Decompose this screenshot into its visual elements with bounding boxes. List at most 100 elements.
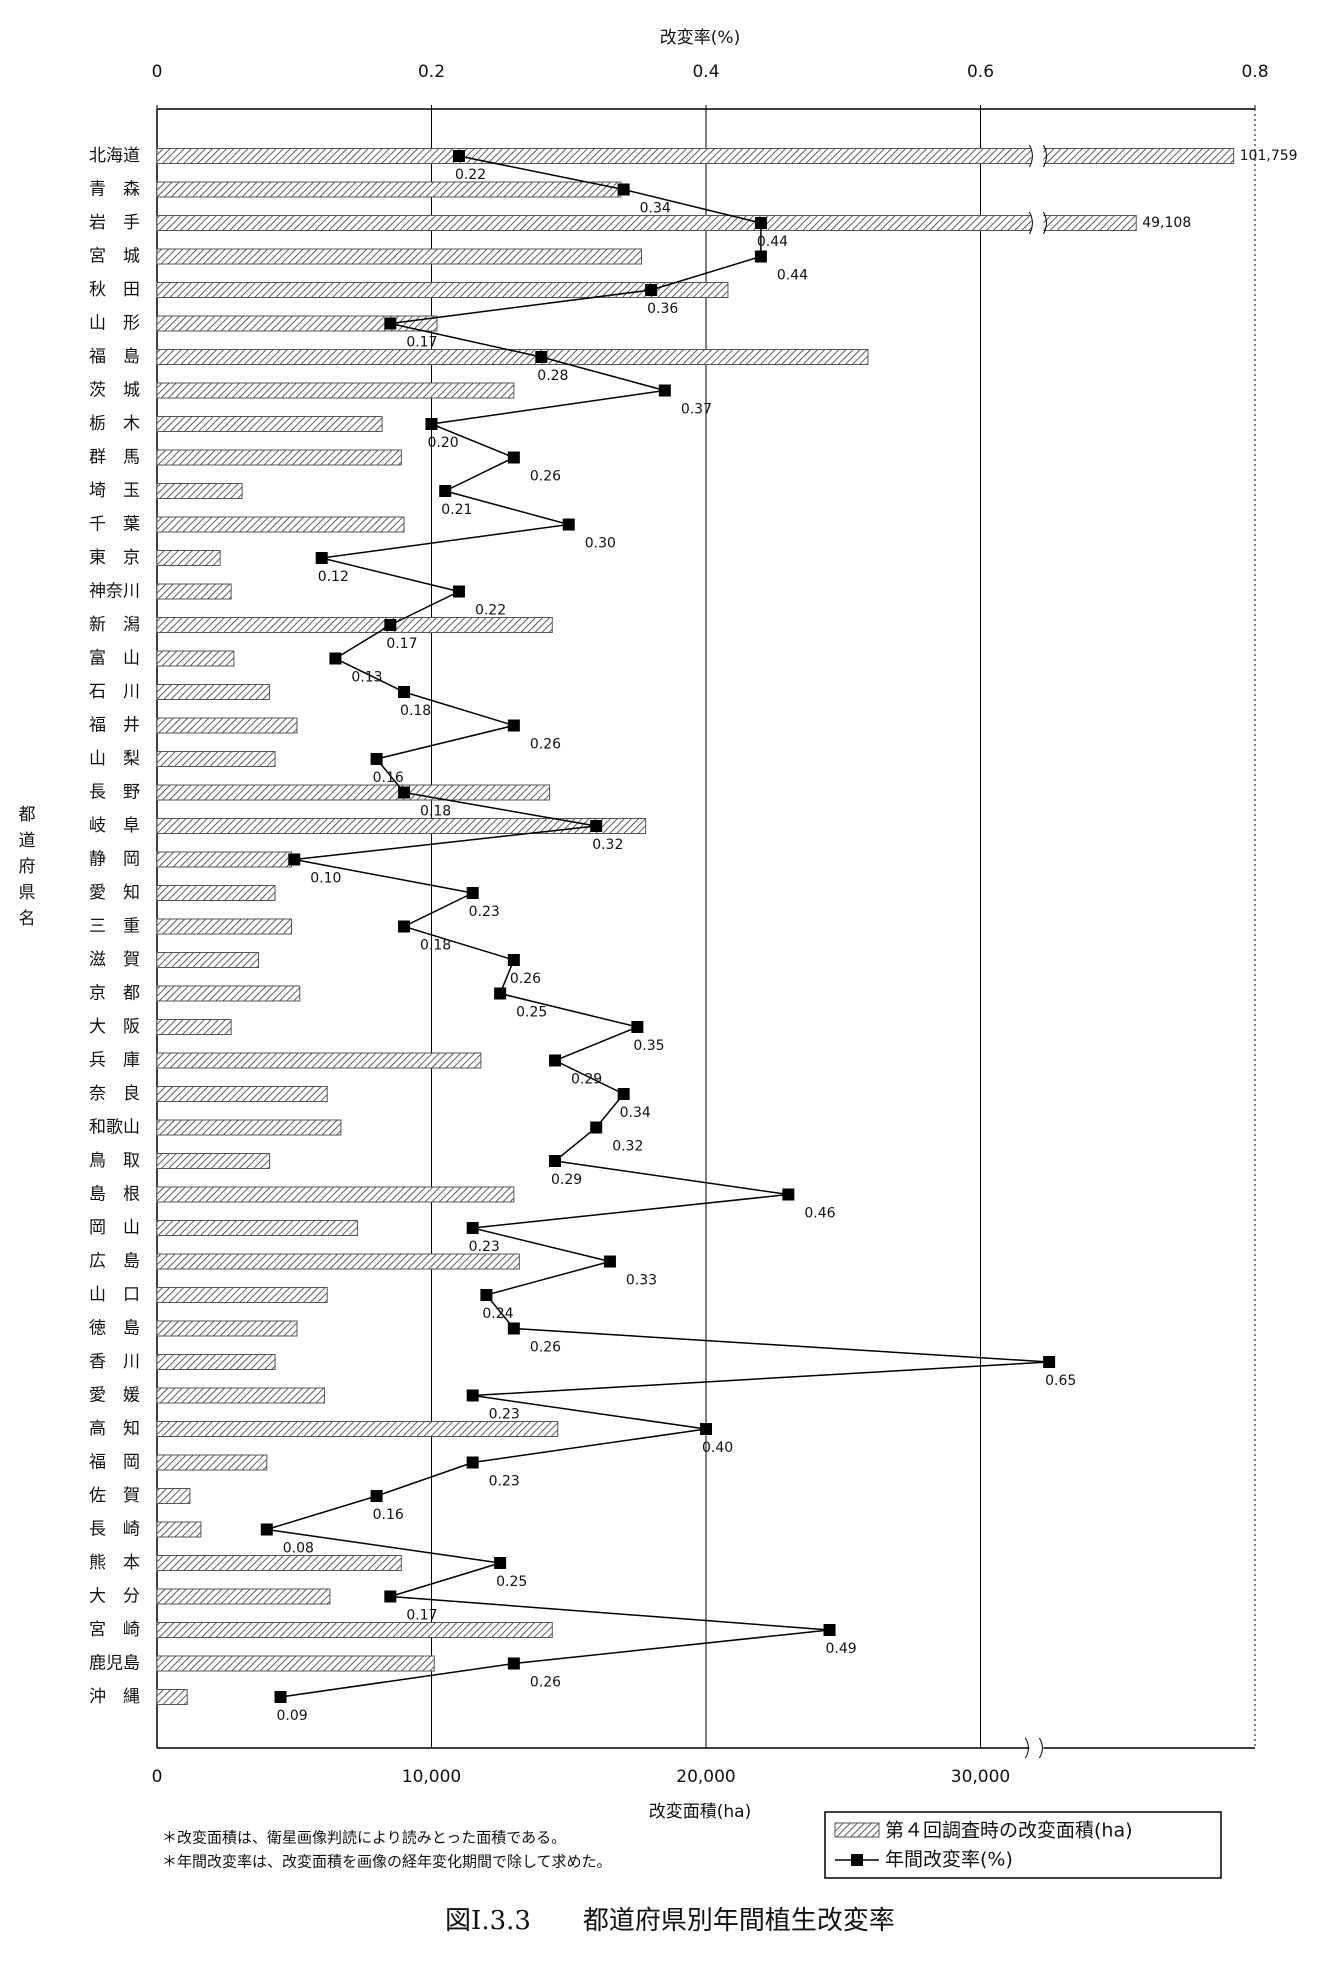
- y-tick-label: 東 京: [89, 548, 140, 568]
- marker: [823, 1624, 836, 1636]
- marker: [700, 1423, 712, 1435]
- marker: [425, 418, 438, 430]
- marker: [452, 150, 465, 162]
- marker: [507, 719, 520, 732]
- data-label: 0.17: [406, 1608, 437, 1624]
- y-axis-title: 名: [19, 909, 36, 929]
- marker: [617, 183, 630, 196]
- data-label: 0.23: [489, 1474, 520, 1490]
- axis-break-gap: [1031, 145, 1044, 167]
- bar: [156, 248, 642, 265]
- data-label: 0.26: [530, 1675, 561, 1691]
- marker: [562, 518, 575, 531]
- marker: [549, 1054, 562, 1067]
- marker: [439, 485, 452, 497]
- data-label: 0.23: [489, 1407, 520, 1423]
- bar: [156, 1689, 188, 1705]
- y-tick-label: 新 潟: [89, 615, 140, 635]
- y-tick-label: 和歌山: [89, 1118, 140, 1138]
- data-label: 0.65: [1045, 1373, 1076, 1389]
- data-label: 0.25: [496, 1574, 527, 1590]
- y-tick-label: 山 口: [89, 1285, 140, 1305]
- axis-break: [1024, 1737, 1043, 1759]
- y-tick-label: 奈 良: [89, 1084, 140, 1104]
- bar: [156, 1153, 271, 1169]
- data-label: 0.44: [757, 234, 788, 250]
- x-axis-title: 改変面積(ha): [649, 1802, 751, 1822]
- bar: [156, 784, 551, 801]
- bar: [156, 885, 276, 901]
- y-tick-label: 岩 手: [89, 213, 140, 233]
- marker: [288, 853, 301, 866]
- axis-break-gap: [1031, 212, 1044, 234]
- bar: [156, 1454, 268, 1471]
- bar: [156, 985, 301, 1002]
- marker: [260, 1523, 273, 1536]
- note: ＊改変面積は、衛星画像判読により読みとった面積である。: [162, 1829, 566, 1847]
- marker: [782, 1188, 795, 1201]
- y-tick-label: 神奈川: [89, 582, 140, 602]
- legend-box: [824, 1811, 1222, 1879]
- bar: [156, 717, 298, 734]
- marker: [466, 1222, 479, 1234]
- legend-label: 年間改変率(%): [885, 1849, 1013, 1871]
- y-axis-title: 県: [19, 883, 36, 903]
- data-label: 0.23: [469, 904, 500, 920]
- legend-swatch: [851, 1854, 863, 1866]
- marker: [384, 619, 397, 631]
- y-axis-title: 都: [19, 805, 36, 825]
- data-label: 0.37: [681, 402, 712, 418]
- y-tick-label: 佐 賀: [89, 1486, 140, 1506]
- marker: [535, 351, 548, 363]
- marker: [603, 1255, 616, 1268]
- bar: [156, 449, 402, 466]
- bar: [156, 1555, 402, 1571]
- marker: [466, 1389, 479, 1402]
- bar: [156, 1052, 482, 1069]
- data-label: 0.32: [612, 1139, 643, 1155]
- legend-swatch: [834, 1822, 880, 1838]
- data-label: 0.25: [516, 1005, 547, 1021]
- bar: [156, 516, 405, 533]
- x2-tick-label: 0.8: [1241, 62, 1268, 82]
- x2-axis-title: 改変率(%): [660, 28, 740, 48]
- data-label: 0.12: [318, 569, 349, 585]
- data-label: 101,759: [1240, 148, 1298, 164]
- marker: [631, 1021, 644, 1033]
- data-label: 0.17: [406, 335, 437, 351]
- y-tick-label: 栃 木: [89, 414, 140, 434]
- y-tick-label: 高 知: [89, 1419, 140, 1439]
- y-tick-label: 青 森: [89, 180, 140, 200]
- marker: [754, 250, 767, 263]
- y-tick-label: 宮 城: [89, 247, 140, 267]
- y-axis-title: 道: [19, 831, 36, 851]
- bar: [156, 483, 243, 499]
- bar: [156, 1220, 358, 1236]
- marker: [507, 954, 520, 966]
- y-axis-title: 府: [19, 857, 36, 877]
- marker: [617, 1088, 630, 1100]
- bar: [156, 1421, 559, 1437]
- marker: [658, 384, 671, 397]
- data-label: 0.26: [530, 1340, 561, 1356]
- y-tick-label: 福 岡: [89, 1453, 140, 1473]
- y-tick-label: 北海道: [89, 146, 140, 166]
- data-label: 49,108: [1142, 215, 1191, 231]
- data-label: 0.17: [386, 636, 417, 652]
- data-label: 0.16: [373, 770, 404, 786]
- bar: [156, 1387, 325, 1404]
- bar: [156, 1287, 328, 1303]
- data-label: 0.28: [537, 368, 568, 384]
- marker: [384, 317, 397, 330]
- bar: [156, 851, 293, 868]
- data-label: 0.49: [826, 1641, 857, 1657]
- y-tick-label: 福 島: [89, 347, 140, 367]
- y-tick-label: 京 都: [89, 984, 140, 1004]
- bar: [156, 1320, 298, 1337]
- marker: [754, 217, 767, 229]
- bar: [156, 1019, 232, 1035]
- note: ＊年間改変率は、改変面積を画像の経年変化期間で除して求めた。: [162, 1853, 612, 1871]
- y-tick-label: 愛 知: [89, 883, 140, 903]
- y-tick-label: 石 川: [89, 682, 140, 702]
